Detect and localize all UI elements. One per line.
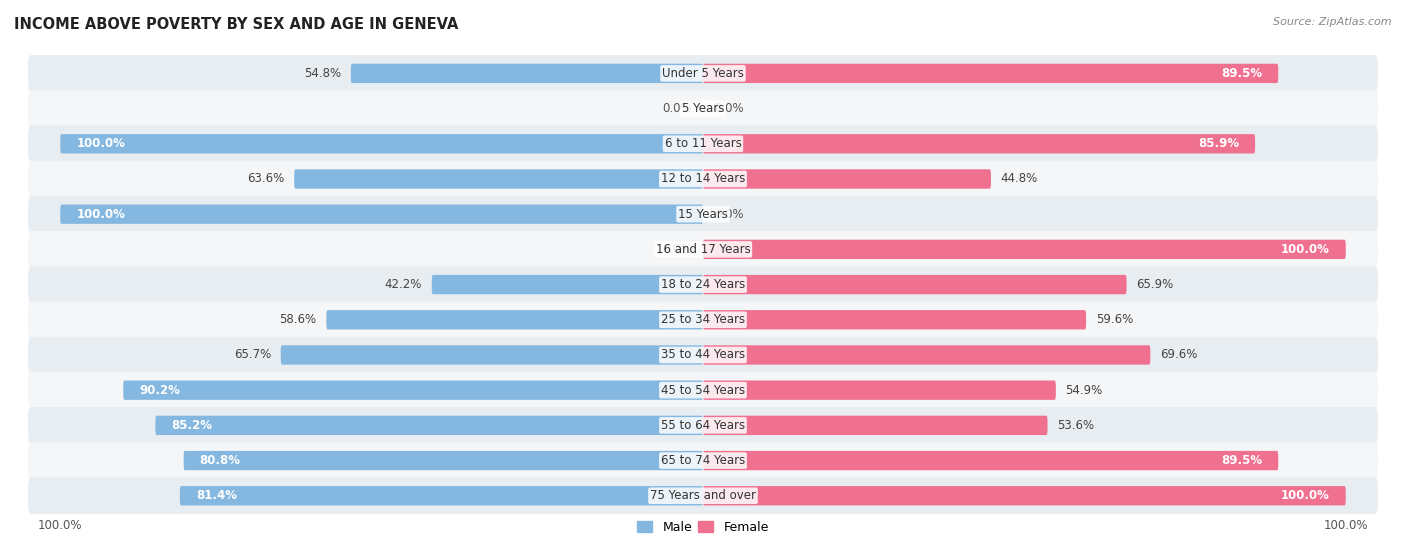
FancyBboxPatch shape bbox=[184, 451, 703, 470]
FancyBboxPatch shape bbox=[28, 55, 1378, 92]
Text: 75 Years and over: 75 Years and over bbox=[650, 489, 756, 502]
Text: 85.2%: 85.2% bbox=[172, 419, 212, 432]
Text: 100.0%: 100.0% bbox=[1281, 243, 1330, 256]
Text: 5 Years: 5 Years bbox=[682, 102, 724, 115]
Text: Source: ZipAtlas.com: Source: ZipAtlas.com bbox=[1274, 17, 1392, 27]
FancyBboxPatch shape bbox=[703, 381, 1056, 400]
Text: 6 to 11 Years: 6 to 11 Years bbox=[665, 137, 741, 150]
FancyBboxPatch shape bbox=[294, 169, 703, 189]
FancyBboxPatch shape bbox=[28, 301, 1378, 338]
FancyBboxPatch shape bbox=[156, 416, 703, 435]
FancyBboxPatch shape bbox=[28, 231, 1378, 268]
Text: 100.0%: 100.0% bbox=[76, 137, 125, 150]
FancyBboxPatch shape bbox=[28, 478, 1378, 514]
FancyBboxPatch shape bbox=[28, 90, 1378, 127]
Text: INCOME ABOVE POVERTY BY SEX AND AGE IN GENEVA: INCOME ABOVE POVERTY BY SEX AND AGE IN G… bbox=[14, 17, 458, 32]
Text: 90.2%: 90.2% bbox=[139, 384, 180, 397]
FancyBboxPatch shape bbox=[432, 275, 703, 294]
FancyBboxPatch shape bbox=[28, 407, 1378, 444]
Text: 80.8%: 80.8% bbox=[200, 454, 240, 467]
FancyBboxPatch shape bbox=[703, 134, 1256, 153]
FancyBboxPatch shape bbox=[703, 416, 1047, 435]
Text: 69.6%: 69.6% bbox=[1160, 349, 1198, 362]
Text: 15 Years: 15 Years bbox=[678, 208, 728, 220]
Text: Under 5 Years: Under 5 Years bbox=[662, 67, 744, 80]
FancyBboxPatch shape bbox=[28, 196, 1378, 233]
FancyBboxPatch shape bbox=[124, 381, 703, 400]
FancyBboxPatch shape bbox=[703, 486, 1346, 506]
FancyBboxPatch shape bbox=[703, 64, 1278, 83]
Text: 12 to 14 Years: 12 to 14 Years bbox=[661, 172, 745, 185]
Text: 45 to 54 Years: 45 to 54 Years bbox=[661, 384, 745, 397]
Text: 89.5%: 89.5% bbox=[1220, 67, 1263, 80]
FancyBboxPatch shape bbox=[180, 486, 703, 506]
FancyBboxPatch shape bbox=[60, 205, 703, 224]
Text: 0.0%: 0.0% bbox=[662, 102, 692, 115]
FancyBboxPatch shape bbox=[703, 169, 991, 189]
Text: 0.0%: 0.0% bbox=[714, 208, 744, 220]
Text: 0.0%: 0.0% bbox=[714, 102, 744, 115]
Text: 85.9%: 85.9% bbox=[1198, 137, 1239, 150]
Text: 100.0%: 100.0% bbox=[76, 208, 125, 220]
Text: 100.0%: 100.0% bbox=[1281, 489, 1330, 502]
FancyBboxPatch shape bbox=[60, 134, 703, 153]
Text: 59.6%: 59.6% bbox=[1095, 313, 1133, 326]
Text: 54.9%: 54.9% bbox=[1066, 384, 1102, 397]
FancyBboxPatch shape bbox=[326, 310, 703, 329]
Text: 55 to 64 Years: 55 to 64 Years bbox=[661, 419, 745, 432]
Text: 89.5%: 89.5% bbox=[1220, 454, 1263, 467]
Text: 53.6%: 53.6% bbox=[1057, 419, 1094, 432]
Text: 0.0%: 0.0% bbox=[662, 243, 692, 256]
Legend: Male, Female: Male, Female bbox=[633, 516, 773, 539]
Text: 65.7%: 65.7% bbox=[233, 349, 271, 362]
FancyBboxPatch shape bbox=[703, 275, 1126, 294]
Text: 58.6%: 58.6% bbox=[280, 313, 316, 326]
Text: 54.8%: 54.8% bbox=[304, 67, 342, 80]
FancyBboxPatch shape bbox=[703, 451, 1278, 470]
Text: 81.4%: 81.4% bbox=[195, 489, 236, 502]
FancyBboxPatch shape bbox=[703, 310, 1085, 329]
Text: 18 to 24 Years: 18 to 24 Years bbox=[661, 278, 745, 291]
Text: 63.6%: 63.6% bbox=[247, 172, 284, 185]
Text: 16 and 17 Years: 16 and 17 Years bbox=[655, 243, 751, 256]
Text: 65 to 74 Years: 65 to 74 Years bbox=[661, 454, 745, 467]
FancyBboxPatch shape bbox=[28, 161, 1378, 198]
Text: 44.8%: 44.8% bbox=[1001, 172, 1038, 185]
FancyBboxPatch shape bbox=[28, 442, 1378, 479]
FancyBboxPatch shape bbox=[703, 345, 1150, 365]
FancyBboxPatch shape bbox=[703, 240, 1346, 259]
Text: 65.9%: 65.9% bbox=[1136, 278, 1174, 291]
FancyBboxPatch shape bbox=[28, 266, 1378, 303]
FancyBboxPatch shape bbox=[28, 336, 1378, 373]
Text: 35 to 44 Years: 35 to 44 Years bbox=[661, 349, 745, 362]
FancyBboxPatch shape bbox=[28, 372, 1378, 408]
FancyBboxPatch shape bbox=[350, 64, 703, 83]
Text: 25 to 34 Years: 25 to 34 Years bbox=[661, 313, 745, 326]
FancyBboxPatch shape bbox=[281, 345, 703, 365]
Text: 42.2%: 42.2% bbox=[385, 278, 422, 291]
FancyBboxPatch shape bbox=[28, 126, 1378, 162]
